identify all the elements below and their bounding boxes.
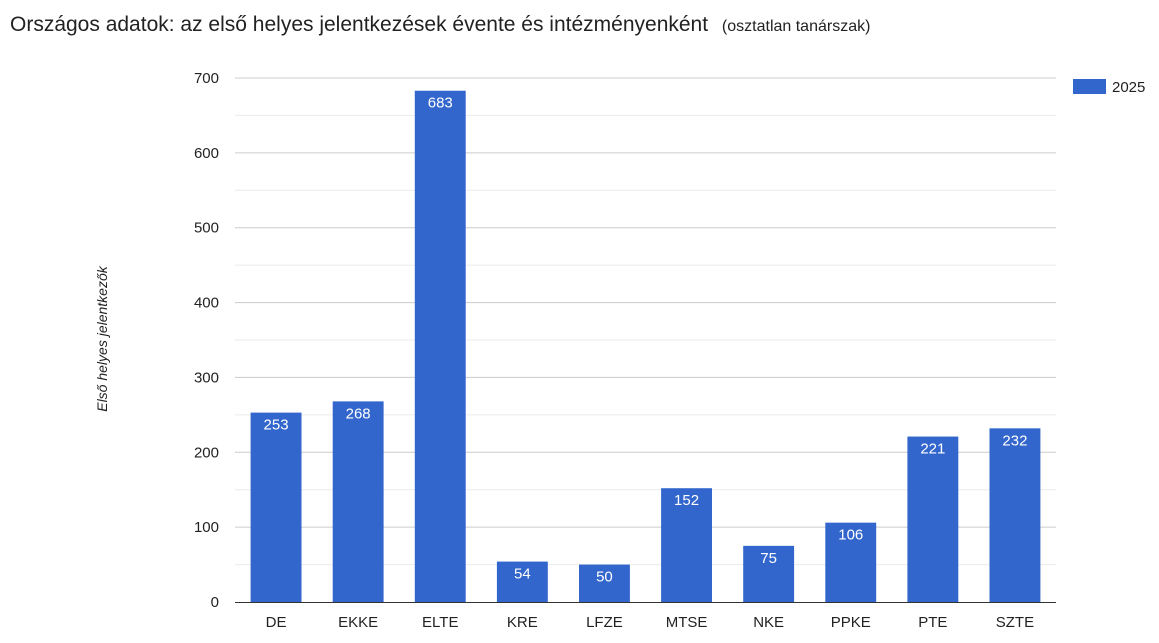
y-tick-label: 700 bbox=[194, 70, 219, 87]
x-tick-label: KRE bbox=[507, 614, 538, 631]
x-tick-label: PTE bbox=[918, 614, 947, 631]
bar bbox=[496, 561, 548, 602]
bar bbox=[743, 545, 795, 602]
y-axis-title: Első helyes jelentkezők bbox=[94, 265, 110, 412]
x-tick-label: DE bbox=[266, 614, 287, 631]
x-tick-label: EKKE bbox=[338, 614, 378, 631]
chart-subtitle: (osztatlan tanárszak) bbox=[721, 18, 871, 35]
bar-value-label: 75 bbox=[760, 550, 777, 567]
y-tick-label: 400 bbox=[194, 295, 219, 312]
x-tick-label: SZTE bbox=[996, 614, 1034, 631]
bar bbox=[414, 90, 466, 603]
bars: 253 268 683 54 50 152 75 106 221 232 bbox=[250, 90, 1041, 603]
x-tick-label: MTSE bbox=[666, 614, 708, 631]
bar-value-label: 54 bbox=[514, 566, 531, 583]
y-tick-label: 600 bbox=[194, 145, 219, 162]
x-tick-label: ELTE bbox=[422, 614, 458, 631]
bar-value-label: 106 bbox=[838, 527, 863, 544]
x-axis-ticks: DE EKKE ELTE KRE LFZE MTSE NKE PPKE PTE SZTE bbox=[266, 614, 1034, 631]
bar bbox=[332, 401, 384, 602]
bar-value-label: 232 bbox=[1002, 432, 1027, 449]
y-axis-ticks: 0 100 200 300 400 500 600 700 bbox=[194, 70, 219, 611]
chart-title: Országos adatok: az első helyes jelentke… bbox=[10, 13, 870, 37]
y-tick-label: 200 bbox=[194, 444, 219, 461]
bar bbox=[825, 522, 877, 602]
bar bbox=[661, 488, 713, 602]
bar-value-label: 253 bbox=[264, 417, 289, 434]
y-tick-label: 100 bbox=[194, 519, 219, 536]
chart-title-text: Országos adatok: az első helyes jelentke… bbox=[10, 13, 709, 36]
bar-value-label: 152 bbox=[674, 492, 699, 509]
x-tick-label: LFZE bbox=[586, 614, 623, 631]
bar-value-label: 221 bbox=[920, 441, 945, 458]
bar bbox=[578, 564, 630, 602]
x-tick-label: NKE bbox=[753, 614, 784, 631]
bar bbox=[989, 428, 1041, 602]
y-tick-label: 300 bbox=[194, 369, 219, 386]
x-tick-label: PPKE bbox=[831, 614, 871, 631]
legend-swatch bbox=[1073, 79, 1106, 94]
legend: 2025 bbox=[1073, 79, 1145, 96]
bar-value-label: 683 bbox=[428, 95, 453, 112]
bar-value-label: 50 bbox=[596, 569, 613, 586]
bar bbox=[907, 436, 959, 602]
bar bbox=[250, 412, 302, 602]
y-tick-label: 0 bbox=[211, 594, 219, 611]
bar-value-label: 268 bbox=[346, 405, 371, 422]
y-tick-label: 500 bbox=[194, 220, 219, 237]
legend-label: 2025 bbox=[1112, 79, 1145, 96]
